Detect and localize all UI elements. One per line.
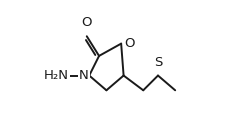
Text: S: S xyxy=(154,56,162,69)
Text: N: N xyxy=(79,69,89,82)
Text: O: O xyxy=(124,37,135,50)
Text: O: O xyxy=(81,16,92,29)
Text: H₂N: H₂N xyxy=(44,69,69,82)
